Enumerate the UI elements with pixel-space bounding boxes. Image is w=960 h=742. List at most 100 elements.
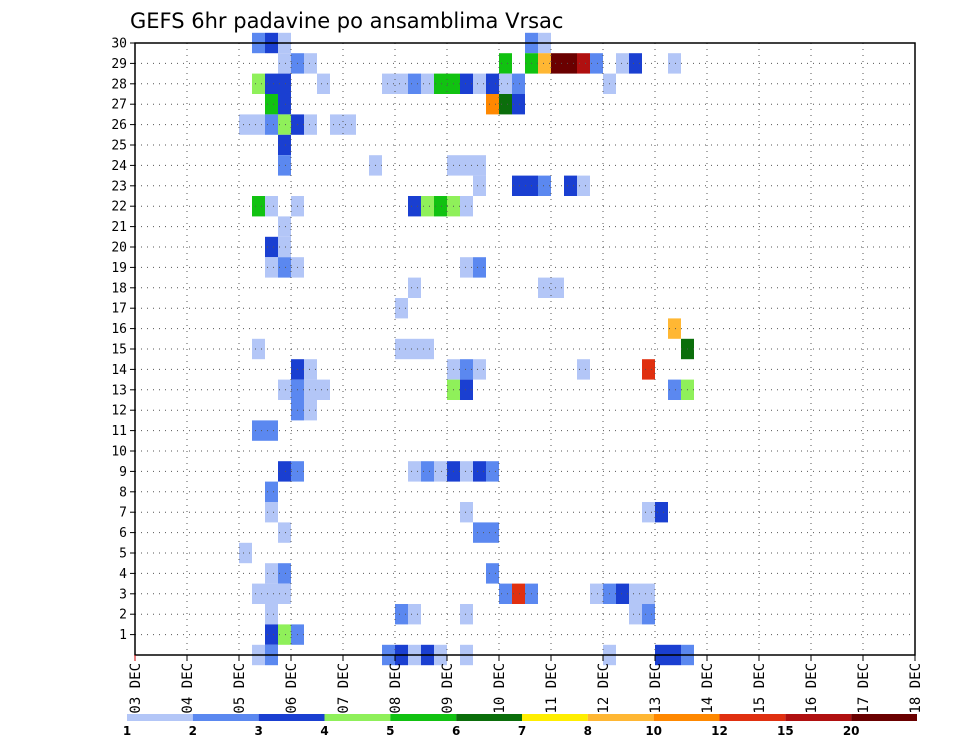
colorbar-swatch xyxy=(258,714,325,721)
colorbar-label: 7 xyxy=(518,724,526,738)
heatmap-cell xyxy=(317,73,330,94)
y-tick-label: 4 xyxy=(119,567,127,582)
colorbar-swatch xyxy=(719,714,786,721)
y-tick-label: 28 xyxy=(111,77,127,92)
heatmap-cell xyxy=(577,175,590,196)
y-axis: 1234567891011121314151617181920212223242… xyxy=(111,37,135,643)
heatmap-cell xyxy=(473,359,486,380)
y-tick-label: 15 xyxy=(111,343,127,358)
heatmap-cell xyxy=(278,236,291,258)
y-tick-label: 27 xyxy=(111,98,127,113)
colorbar-swatch xyxy=(127,714,193,721)
colorbar-swatch xyxy=(653,714,720,721)
x-tick-label: 12 DEC xyxy=(596,663,612,714)
heatmap-cell xyxy=(265,563,278,584)
heatmap-cell xyxy=(278,114,291,135)
heatmap-cell xyxy=(434,461,447,482)
colorbar-swatch xyxy=(456,714,522,721)
heatmap-cell xyxy=(551,53,577,74)
x-tick-label: 14 DEC xyxy=(700,663,716,714)
heatmap-cell xyxy=(278,583,291,604)
heatmap-cell xyxy=(317,379,330,400)
heatmap-cell xyxy=(278,134,291,156)
heatmap-cell xyxy=(408,277,421,298)
y-tick-label: 6 xyxy=(119,526,127,541)
grid-lines xyxy=(135,42,915,655)
heatmap-cell xyxy=(265,502,278,523)
heatmap-cell xyxy=(239,114,265,135)
heatmap-cell xyxy=(278,624,291,645)
heatmap-cell xyxy=(473,257,486,278)
x-tick-label: 17 DEC xyxy=(856,663,872,714)
x-axis: 03 DEC 04 DEC 05 DEC 06 DEC 07 DEC 08 DEC 09 D… xyxy=(128,655,924,714)
y-tick-label: 23 xyxy=(111,179,127,194)
y-tick-label: 24 xyxy=(111,159,127,174)
heatmap-cell xyxy=(460,379,473,400)
heatmap-cells xyxy=(239,32,694,666)
heatmap-cell xyxy=(499,94,512,115)
heatmap-cell xyxy=(408,196,421,217)
heatmap-cell xyxy=(395,298,408,319)
colorbar-label: 12 xyxy=(711,724,728,738)
heatmap-cell xyxy=(252,583,278,604)
x-tick-label: 10 DEC xyxy=(492,663,508,714)
heatmap-cell xyxy=(395,604,408,625)
heatmap-cell xyxy=(486,461,499,482)
y-tick-label: 11 xyxy=(111,424,127,439)
heatmap-cell xyxy=(434,196,447,217)
heatmap-cell xyxy=(265,236,278,258)
heatmap-cell xyxy=(512,73,525,94)
heatmap-cell xyxy=(278,94,291,115)
heatmap-cell xyxy=(408,461,421,482)
heatmap-cell xyxy=(278,563,291,584)
heatmap-cell xyxy=(629,53,642,74)
y-tick-label: 3 xyxy=(119,587,127,602)
y-tick-label: 30 xyxy=(111,37,127,52)
heatmap-cell xyxy=(382,73,408,94)
colorbar-label: 15 xyxy=(777,724,794,738)
heatmap-cell xyxy=(252,420,278,441)
heatmap-cell xyxy=(668,379,681,400)
heatmap-cell xyxy=(668,318,681,339)
heatmap-cell xyxy=(252,73,265,94)
heatmap-cell xyxy=(421,338,434,360)
x-tick-label: 13 DEC xyxy=(648,663,664,714)
y-tick-label: 7 xyxy=(119,506,127,521)
colorbar-swatch xyxy=(851,714,917,721)
y-tick-label: 1 xyxy=(119,628,127,643)
heatmap-cell xyxy=(265,481,278,502)
heatmap-cell xyxy=(408,338,421,360)
heatmap-cell xyxy=(460,196,473,217)
heatmap-cell xyxy=(278,379,291,400)
x-tick-label: 05 DEC xyxy=(232,663,248,714)
colorbar: 1 2 3 4 5 6 7 8 10 12 15 20 xyxy=(123,714,917,738)
y-tick-label: 13 xyxy=(111,383,127,398)
heatmap-cell xyxy=(616,53,629,74)
y-tick-label: 20 xyxy=(111,241,127,256)
colorbar-label: 6 xyxy=(452,724,460,738)
heatmap-cell xyxy=(499,53,512,74)
heatmap-cell xyxy=(486,563,499,584)
y-tick-label: 14 xyxy=(111,363,127,378)
heatmap-cell xyxy=(642,359,655,380)
heatmap-cell xyxy=(447,155,486,176)
heatmap-cell xyxy=(473,73,486,94)
colorbar-swatch xyxy=(390,714,457,721)
heatmap-cell xyxy=(499,583,512,604)
heatmap-cell xyxy=(512,94,525,115)
colorbar-swatch xyxy=(785,714,852,721)
heatmap-cell xyxy=(252,196,265,217)
y-tick-label: 29 xyxy=(111,57,127,72)
heatmap-cell xyxy=(421,461,434,482)
heatmap-cell xyxy=(304,114,317,135)
heatmap-cell xyxy=(239,542,252,564)
y-tick-label: 25 xyxy=(111,139,127,154)
colorbar-swatch xyxy=(192,714,259,721)
x-tick-label: 07 DEC xyxy=(336,663,352,714)
y-tick-label: 19 xyxy=(111,261,127,276)
heatmap-cell xyxy=(278,53,291,74)
heatmap-cell xyxy=(304,400,317,421)
heatmap-cell xyxy=(252,338,265,360)
heatmap-cell xyxy=(265,73,291,94)
heatmap-cell xyxy=(421,196,434,217)
